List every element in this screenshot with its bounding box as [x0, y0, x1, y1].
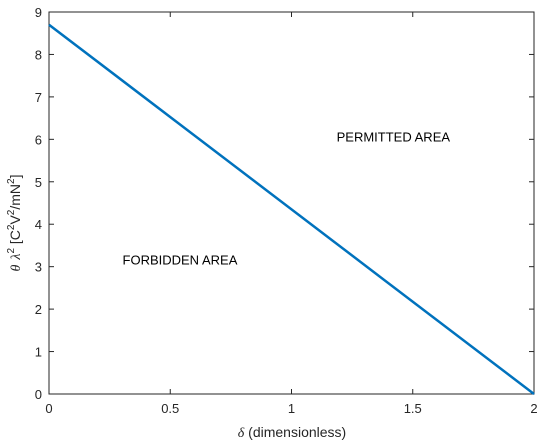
x-axis-ticks: 0 0.5 1 1.5 2	[45, 12, 538, 416]
y-axis-label: θλ2 [C2V2/mN2]	[6, 174, 24, 271]
y-axis-label-lambda-exponent: 2	[6, 248, 17, 254]
y-tick-label: 3	[35, 260, 42, 275]
x-tick-label: 0	[45, 401, 52, 416]
axes-box	[48, 11, 535, 395]
y-tick-label: 6	[35, 132, 42, 147]
y-axis-label-unit-v: V	[7, 215, 23, 225]
y-axis-label-v-exponent: 2	[6, 209, 17, 215]
chart-annotation: PERMITTED AREA	[337, 129, 451, 144]
x-axis-label-text: (dimensionless)	[244, 424, 346, 440]
y-axis-label-unit-mn: /mN	[7, 184, 23, 210]
y-axis-label-unit-open: [C	[7, 230, 23, 248]
x-axis-label-symbol: δ	[238, 426, 245, 441]
y-axis-ticks: 0 1 2 3 4 5 6 7 8 9	[35, 5, 534, 402]
y-tick-label: 1	[35, 345, 42, 360]
x-tick-label: 0.5	[161, 401, 179, 416]
y-axis-label-c-exponent: 2	[6, 224, 17, 230]
x-tick-label: 1	[288, 401, 295, 416]
y-tick-label: 5	[35, 175, 42, 190]
x-axis-label: δ (dimensionless)	[238, 424, 346, 441]
x-tick-label: 2	[530, 401, 537, 416]
series-line	[48, 23, 535, 395]
y-tick-label: 0	[35, 387, 42, 402]
plot-area: 0 0.5 1 1.5 2 0 1 2 3 4 5 6 7 8 9 PERMITTED AREA FORBI…	[35, 5, 538, 416]
y-tick-label: 8	[35, 47, 42, 62]
chart-annotation: FORBIDDEN AREA	[123, 253, 238, 268]
y-tick-label: 9	[35, 5, 42, 20]
y-tick-label: 2	[35, 302, 42, 317]
y-axis-label-unit-close: ]	[7, 174, 23, 178]
series-layer	[48, 23, 535, 395]
y-axis-label-lambda: λ	[9, 254, 24, 261]
y-tick-label: 4	[35, 217, 42, 232]
y-axis-label-theta: θ	[9, 265, 24, 272]
y-axis-label-n-exponent: 2	[6, 178, 17, 184]
annotation-layer: PERMITTED AREA FORBIDDEN AREA	[123, 129, 451, 267]
x-tick-label: 1.5	[404, 401, 422, 416]
y-tick-label: 7	[35, 90, 42, 105]
